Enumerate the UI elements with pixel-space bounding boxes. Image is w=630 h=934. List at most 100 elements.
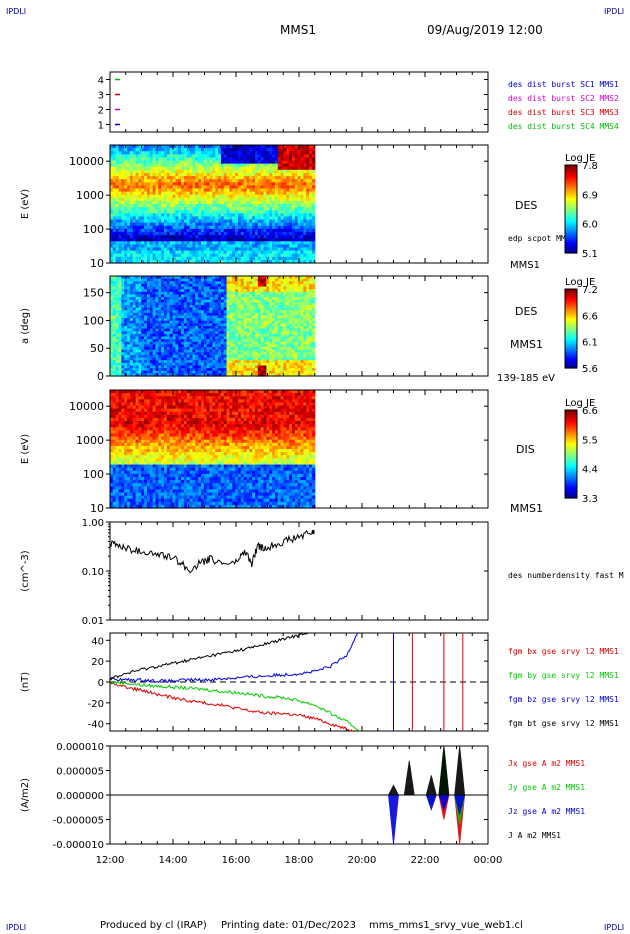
des-energy-panel-cell <box>129 191 134 196</box>
des-energy-panel-cell <box>283 200 287 205</box>
des-pitch-panel-cell <box>138 344 142 348</box>
des-energy-panel-cell <box>272 228 276 233</box>
des-energy-panel-cell <box>206 154 211 159</box>
des-pitch-panel-cell <box>127 278 131 282</box>
des-pitch-panel-cell <box>186 315 191 319</box>
des-energy-panel-cell <box>260 151 265 155</box>
des-pitch-panel-cell <box>260 368 265 372</box>
des-pitch-panel-cell <box>215 304 219 309</box>
des-pitch-panel-cell <box>263 278 268 282</box>
des-pitch-panel-cell <box>124 307 128 311</box>
des-pitch-panel-cell <box>209 297 213 301</box>
des-energy-panel-cell <box>289 188 293 193</box>
des-energy-panel-cell <box>252 166 256 171</box>
des-energy-panel-cell <box>178 163 182 168</box>
des-energy-panel-cell <box>146 200 151 205</box>
des-pitch-panel-cell <box>195 276 199 280</box>
des-energy-panel-cell <box>212 256 216 261</box>
des-pitch-panel-cell <box>206 373 211 377</box>
des-pitch-panel-cell <box>206 341 211 346</box>
des-pitch-panel-cell <box>146 320 151 324</box>
des-energy-panel-cell <box>166 160 171 165</box>
des-pitch-panel-cell <box>237 289 242 293</box>
des-energy-panel-cell <box>138 157 142 162</box>
des-pitch-panel-cell <box>146 307 151 311</box>
des-pitch-panel-cell <box>192 326 196 330</box>
des-pitch-panel-cell <box>135 344 140 348</box>
des-energy-panel-cell <box>161 176 165 180</box>
des-pitch-panel-cell <box>112 281 117 285</box>
des-pitch-panel-cell <box>164 357 168 361</box>
des-energy-panel-cell <box>115 145 120 149</box>
des-pitch-panel-cell <box>255 326 259 330</box>
des-energy-panel-cell <box>272 166 276 171</box>
des-energy-panel-cell <box>260 169 265 174</box>
des-energy-panel-cell <box>252 244 256 249</box>
des-pitch-panel-cell <box>257 318 262 322</box>
des-pitch-panel-cell <box>252 349 256 353</box>
des-energy-panel-cell <box>144 163 148 168</box>
des-energy-panel-cell <box>218 163 222 168</box>
des-pitch-panel-cell <box>175 326 179 330</box>
des-energy-panel-cell <box>203 216 208 221</box>
des-energy-panel-cell <box>146 188 151 193</box>
des-energy-panel-cell <box>141 241 145 245</box>
des-energy-panel-cell <box>243 228 248 233</box>
des-pitch-panel-cell <box>112 368 117 372</box>
des-pitch-panel-cell <box>127 310 131 314</box>
des-pitch-panel-cell <box>172 368 177 372</box>
des-energy-panel-cell <box>155 185 159 190</box>
des-energy-panel-cell <box>158 259 162 264</box>
des-energy-panel-cell <box>192 157 196 162</box>
des-energy-panel-cell <box>152 191 157 196</box>
des-pitch-panel-cell <box>146 339 151 343</box>
des-energy-panel-cell <box>110 176 114 180</box>
des-pitch-panel-cell <box>127 336 131 340</box>
des-energy-panel-cell <box>124 228 128 233</box>
des-energy-panel-cell <box>297 191 302 196</box>
des-energy-panel-cell <box>246 235 250 239</box>
des-energy-panel-cell <box>223 244 228 249</box>
des-pitch-panel-cell <box>178 294 182 298</box>
des-energy-panel-cell <box>215 188 219 193</box>
des-pitch-panel-cell <box>192 347 196 351</box>
des-energy-panel-cell <box>297 194 302 199</box>
des-energy-panel-cell <box>183 185 188 190</box>
des-pitch-panel-cell <box>158 349 162 353</box>
des-energy-panel-cell <box>294 176 299 180</box>
des-energy-panel-cell <box>112 253 117 258</box>
des-energy-panel-cell <box>246 169 250 174</box>
des-energy-panel-cell <box>209 228 213 233</box>
des-pitch-panel-cell <box>220 323 225 327</box>
des-pitch-panel-cell <box>164 344 168 348</box>
des-pitch-panel-cell <box>201 299 205 303</box>
des-energy-panel-cell <box>229 172 233 177</box>
des-pitch-panel-cell <box>252 299 256 303</box>
des-pitch-panel-cell <box>178 289 182 293</box>
des-energy-panel-cell <box>155 225 159 230</box>
des-pitch-panel-cell <box>252 328 256 332</box>
des-energy-panel-cell <box>309 163 313 168</box>
des-energy-panel-cell <box>169 247 174 252</box>
des-pitch-panel-cell <box>198 315 202 319</box>
des-pitch-panel-cell <box>195 278 199 282</box>
des-energy-panel-cell <box>309 191 313 196</box>
des-energy-panel-cell <box>201 157 205 162</box>
des-energy-panel-cell <box>129 228 134 233</box>
des-pitch-panel-cell <box>212 328 216 332</box>
des-energy-panel-cell <box>300 222 304 227</box>
des-energy-panel-cell <box>209 253 213 258</box>
des-energy-panel-cell <box>269 225 273 230</box>
des-energy-panel-cell <box>226 163 231 168</box>
des-pitch-panel-cell <box>155 315 159 319</box>
des-energy-panel-cell <box>146 247 151 252</box>
des-pitch-panel-cell <box>249 352 253 356</box>
des-pitch-panel-cell <box>110 347 114 351</box>
des-pitch-panel-cell <box>183 281 188 285</box>
des-pitch-panel-cell <box>215 352 219 356</box>
des-pitch-panel-cell <box>229 339 233 343</box>
des-energy-panel-cell <box>138 191 142 196</box>
des-energy-panel-cell <box>164 194 168 199</box>
des-pitch-panel-cell <box>164 352 168 356</box>
des-energy-panel-cell <box>272 241 276 245</box>
